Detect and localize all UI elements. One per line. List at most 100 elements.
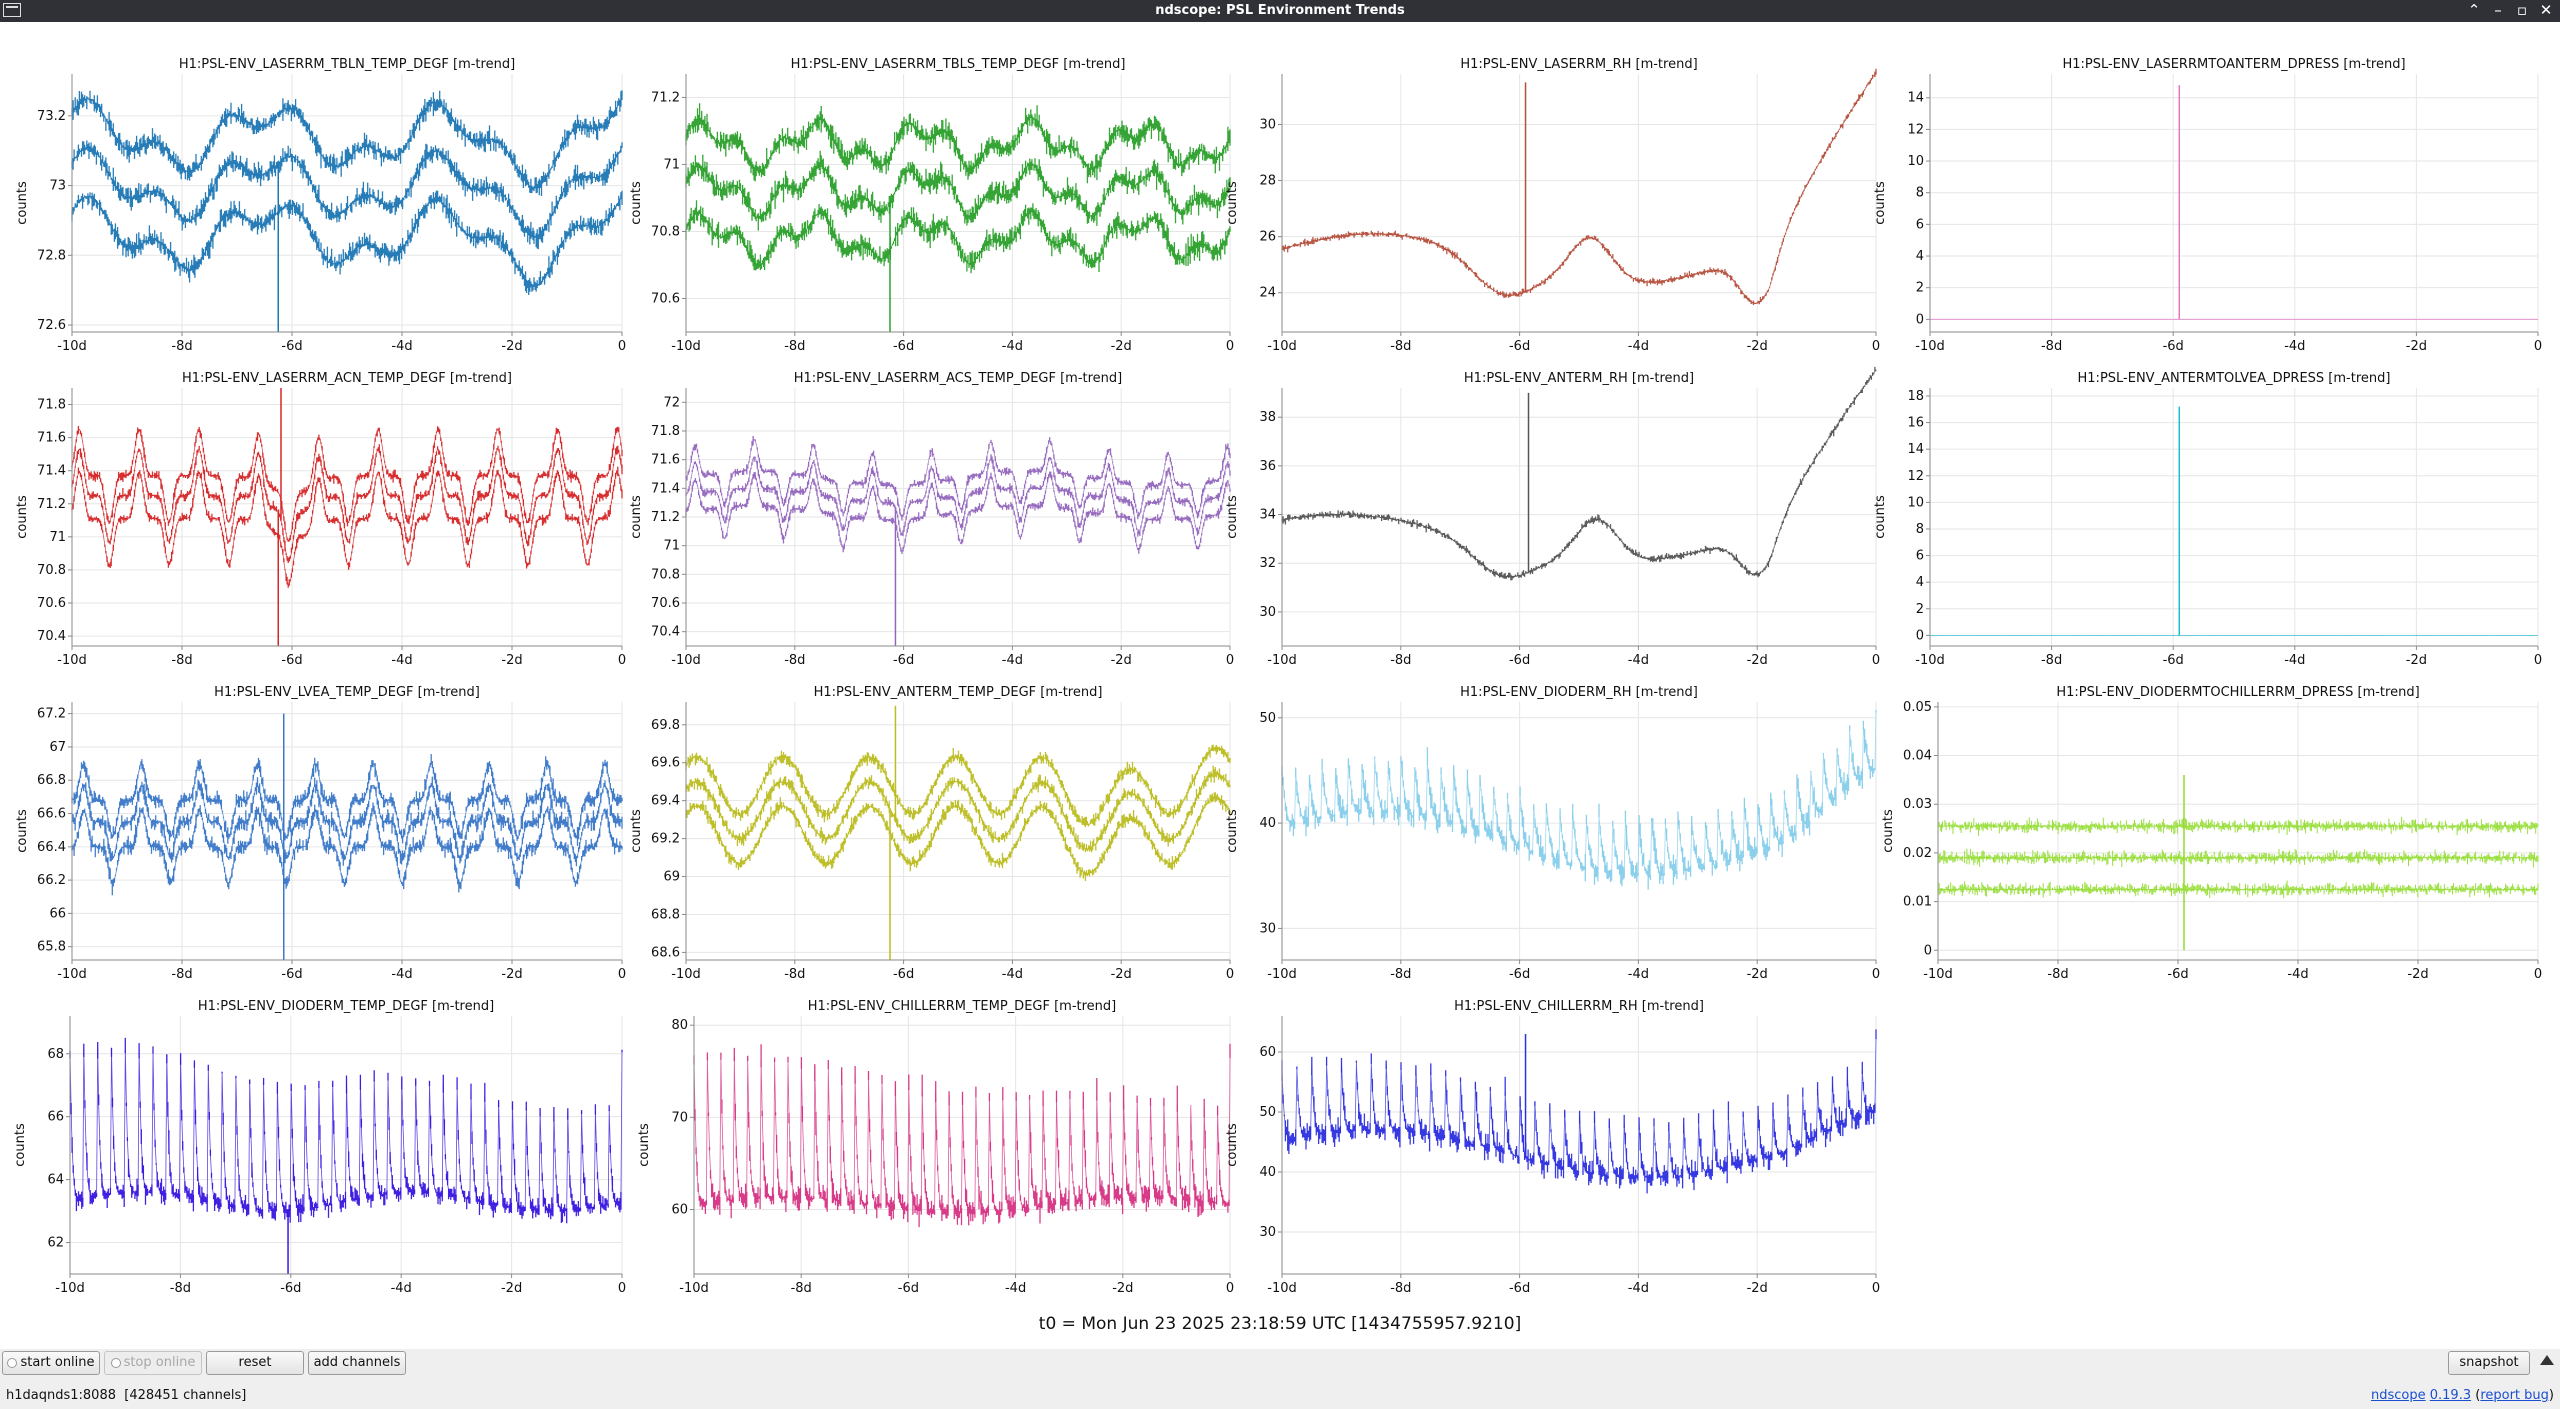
plot-trace bbox=[1281, 366, 1877, 581]
plot-title: H1:PSL-ENV_DIODERM_RH [m-trend] bbox=[1460, 685, 1698, 700]
y-tick-label: 0.02 bbox=[1903, 846, 1932, 861]
channel-count: [428451 channels] bbox=[124, 1388, 247, 1403]
y-tick-label: 72.6 bbox=[37, 318, 66, 333]
y-tick-label: 68.6 bbox=[651, 945, 680, 960]
plot-title: H1:PSL-ENV_LASERRM_ACN_TEMP_DEGF [m-tren… bbox=[182, 371, 512, 386]
x-tick-label: 0 bbox=[1226, 1281, 1234, 1296]
y-axis-label: counts bbox=[629, 181, 644, 225]
x-tick-label: -8d bbox=[2041, 653, 2062, 668]
trace-line-1 bbox=[71, 195, 623, 286]
trace-line-1 bbox=[1281, 710, 1877, 877]
y-tick-label: 62 bbox=[47, 1236, 64, 1251]
y-tick-label: 72.8 bbox=[37, 248, 66, 263]
trace-line-1 bbox=[685, 210, 1231, 266]
x-tick-label: 0 bbox=[1226, 339, 1234, 354]
toolbar: start online stop online reset add chann… bbox=[0, 1349, 2560, 1377]
y-tick-label: 28 bbox=[1259, 174, 1276, 189]
x-tick-label: -8d bbox=[784, 339, 805, 354]
x-tick-label: -10d bbox=[55, 1281, 85, 1296]
y-tick-label: 26 bbox=[1259, 230, 1276, 245]
trace-band-3 bbox=[71, 90, 623, 196]
x-tick-label: -6d bbox=[281, 653, 302, 668]
add-channels-button[interactable]: add channels bbox=[308, 1351, 406, 1375]
y-axis-label: counts bbox=[1225, 809, 1240, 853]
y-tick-label: 50 bbox=[1259, 711, 1276, 726]
y-tick-label: 71.8 bbox=[37, 398, 66, 413]
y-tick-label: 71.4 bbox=[37, 464, 66, 479]
start-online-button[interactable]: start online bbox=[2, 1351, 100, 1375]
y-tick-label: 64 bbox=[47, 1173, 64, 1188]
trace-line-2 bbox=[71, 448, 623, 562]
y-tick-label: 32 bbox=[1259, 556, 1276, 571]
x-tick-label: -10d bbox=[1923, 967, 1953, 982]
plot-title: H1:PSL-ENV_DIODERM_TEMP_DEGF [m-trend] bbox=[198, 999, 494, 1014]
x-tick-label: -2d bbox=[2407, 967, 2428, 982]
plot-panel-8: H1:PSL-ENV_ANTERMTOLVEA_DPRESS [m-trend]… bbox=[1873, 371, 2542, 668]
plot-trace bbox=[71, 426, 623, 588]
maximize-icon[interactable]: ▫ bbox=[2516, 1, 2528, 19]
stop-icon bbox=[110, 1357, 121, 1368]
plot-panel-14: H1:PSL-ENV_CHILLERRM_TEMP_DEGF [m-trend]… bbox=[637, 999, 1234, 1296]
plot-panel-9: H1:PSL-ENV_LVEA_TEMP_DEGF [m-trend] 65.8 6… bbox=[15, 685, 626, 982]
x-tick-label: -4d bbox=[1628, 339, 1649, 354]
y-tick-label: 14 bbox=[1907, 442, 1924, 457]
y-tick-label: 40 bbox=[1259, 1165, 1276, 1180]
y-tick-label: 4 bbox=[1916, 575, 1924, 590]
ndscope-link[interactable]: ndscope bbox=[2370, 1388, 2426, 1403]
x-tick-label: -6d bbox=[2163, 339, 2184, 354]
y-tick-label: 38 bbox=[1259, 410, 1276, 425]
x-tick-label: 0 bbox=[618, 339, 626, 354]
collapse-toolbar-icon[interactable] bbox=[2540, 1355, 2554, 1365]
plot-grid[interactable]: H1:PSL-ENV_LASERRM_TBLN_TEMP_DEGF [m-tre… bbox=[0, 22, 2560, 1307]
x-tick-label: -2d bbox=[501, 339, 522, 354]
y-tick-label: 0.03 bbox=[1903, 797, 1932, 812]
y-tick-label: 66.2 bbox=[37, 873, 66, 888]
report-bug-link[interactable]: report bug bbox=[2480, 1388, 2549, 1403]
minimize-icon[interactable]: – bbox=[2494, 1, 2502, 19]
x-tick-label: -2d bbox=[1112, 1281, 1133, 1296]
x-tick-label: -8d bbox=[1390, 653, 1411, 668]
plot-canvas[interactable]: H1:PSL-ENV_LASERRM_TBLN_TEMP_DEGF [m-tre… bbox=[0, 22, 2560, 1307]
y-tick-label: 0 bbox=[1916, 312, 1924, 327]
stop-online-button[interactable]: stop online bbox=[104, 1351, 202, 1375]
y-tick-label: 70.8 bbox=[37, 563, 66, 578]
y-tick-label: 72 bbox=[663, 395, 680, 410]
reset-button[interactable]: reset bbox=[206, 1351, 304, 1375]
close-icon[interactable]: ✕ bbox=[2539, 1, 2553, 19]
y-tick-label: 12 bbox=[1907, 122, 1924, 137]
keep-above-icon[interactable]: ⌃ bbox=[2467, 1, 2481, 19]
y-tick-label: 65.8 bbox=[37, 940, 66, 955]
x-tick-label: -8d bbox=[171, 339, 192, 354]
x-tick-label: 0 bbox=[2534, 967, 2542, 982]
x-tick-label: -4d bbox=[2284, 339, 2305, 354]
x-tick-label: -4d bbox=[2284, 653, 2305, 668]
x-tick-label: -10d bbox=[1267, 339, 1297, 354]
y-axis-label: counts bbox=[1225, 181, 1240, 225]
x-tick-label: -8d bbox=[784, 653, 805, 668]
plot-trace bbox=[1937, 816, 2539, 899]
y-tick-label: 0.01 bbox=[1903, 895, 1932, 910]
x-tick-label: 0 bbox=[1226, 967, 1234, 982]
y-tick-label: 60 bbox=[671, 1203, 688, 1218]
plot-title: H1:PSL-ENV_LASERRMTOANTERM_DPRESS [m-tre… bbox=[2062, 57, 2405, 72]
x-tick-label: -4d bbox=[391, 653, 412, 668]
x-tick-label: -10d bbox=[1267, 967, 1297, 982]
plot-title: H1:PSL-ENV_DIODERMTOCHILLERRM_DPRESS [m-… bbox=[2056, 685, 2419, 700]
plot-title: H1:PSL-ENV_LASERRM_RH [m-trend] bbox=[1460, 57, 1697, 72]
trace-line-2 bbox=[71, 784, 622, 860]
app-menu-icon[interactable] bbox=[3, 3, 21, 17]
plot-trace bbox=[71, 754, 623, 896]
snapshot-button[interactable]: snapshot bbox=[2448, 1351, 2530, 1375]
x-tick-label: -2d bbox=[2406, 653, 2427, 668]
x-tick-label: -6d bbox=[2163, 653, 2184, 668]
trace-line-2 bbox=[685, 456, 1231, 535]
version-link[interactable]: 0.19.3 bbox=[2429, 1388, 2472, 1403]
record-icon bbox=[7, 1357, 18, 1368]
trace-line-2 bbox=[71, 146, 623, 238]
x-tick-label: -8d bbox=[784, 967, 805, 982]
x-tick-label: 0 bbox=[618, 967, 626, 982]
x-tick-label: -4d bbox=[391, 967, 412, 982]
y-tick-label: 16 bbox=[1907, 416, 1924, 431]
x-tick-label: -6d bbox=[1509, 339, 1530, 354]
x-tick-label: 0 bbox=[618, 1281, 626, 1296]
